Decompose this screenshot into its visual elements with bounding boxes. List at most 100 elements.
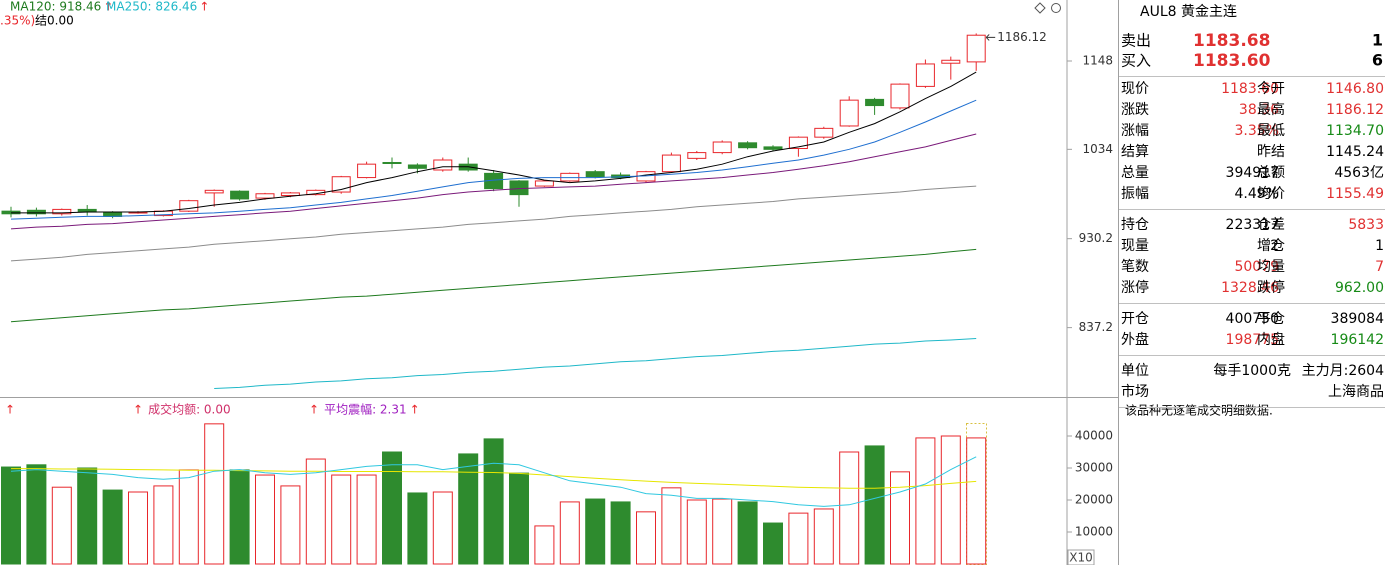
legend-arrow: ↑ <box>309 403 319 417</box>
stat-label: 涨跌 <box>1121 102 1149 118</box>
volume-bar <box>331 474 352 565</box>
stat-label: 振幅 <box>1121 186 1149 202</box>
volume-bar <box>77 467 98 565</box>
stat-label: 外盘 <box>1121 331 1149 348</box>
stat-label: 涨幅 <box>1121 123 1149 139</box>
volume-bar <box>966 437 987 565</box>
stat-value: 1186.12 <box>1326 102 1384 118</box>
stat-label: 平仓 <box>1257 311 1285 327</box>
candle-body <box>509 180 529 196</box>
stat-value: 1146.80 <box>1326 81 1384 97</box>
y-tick-label: 1148 <box>1082 54 1113 68</box>
volume-bar <box>940 435 961 565</box>
stat-label: 增仓 <box>1257 238 1285 254</box>
volume-bar <box>712 498 733 565</box>
stat-label: 持仓 <box>1121 217 1149 233</box>
candle-body <box>52 208 72 215</box>
candle-body <box>839 99 859 127</box>
volume-bar <box>229 469 250 565</box>
y-tick-label: 1034 <box>1082 142 1113 156</box>
volume-bar <box>1 466 21 565</box>
stat-label: 结算 <box>1121 144 1149 160</box>
stat-value: 400750 <box>1226 311 1279 327</box>
stat-value: 389084 <box>1331 311 1385 327</box>
candle-body <box>230 190 250 200</box>
panel-note: 该品种无逐笔成交明细数据. <box>1125 403 1273 418</box>
candle-body <box>534 180 554 187</box>
stat-label: 均量 <box>1257 259 1285 275</box>
quote-price: 1183.68 <box>1193 31 1270 51</box>
ma-line <box>10 133 977 230</box>
circle-icon[interactable] <box>1051 3 1061 13</box>
quote-panel: AUL8 黄金主连 该品种无逐笔成交明细数据. 卖出 1183.68 1 买入 1183… <box>1119 3 1385 418</box>
candle-body <box>966 34 986 63</box>
candle-body <box>890 83 910 109</box>
indicator-value: MA250: 826.46 <box>106 0 197 14</box>
volume-bar <box>458 453 479 565</box>
volume-bar <box>737 501 758 565</box>
volume-bar <box>559 501 580 565</box>
stat-label: 最低 <box>1257 123 1285 139</box>
volume-pane <box>1 423 987 565</box>
info-label: 单位 <box>1121 363 1149 379</box>
volume-bar <box>407 492 428 565</box>
indicator-value: 结0.00 <box>35 14 74 28</box>
stat-value: 1155.49 <box>1326 186 1384 202</box>
ma-line <box>11 468 977 489</box>
legend-text: 平均震幅: 2.31 <box>324 402 407 417</box>
ma-line <box>10 185 977 262</box>
volume-bar <box>636 511 656 565</box>
stat-label: 现量 <box>1121 238 1149 254</box>
stat-value: 3.35% <box>1235 123 1279 139</box>
stat-label: 总量 <box>1121 165 1149 181</box>
panel-title: AUL8 黄金主连 <box>1140 3 1237 20</box>
quote-price: 1183.60 <box>1193 51 1271 71</box>
ma-line <box>10 99 977 220</box>
volume-bar <box>915 437 936 565</box>
stat-value: 7 <box>1375 259 1384 275</box>
stat-label: 均价 <box>1257 186 1285 202</box>
volume-bar <box>153 485 174 565</box>
stat-label: 昨结 <box>1257 144 1285 160</box>
volume-bar <box>280 485 301 565</box>
volume-bar <box>661 487 682 565</box>
highlight-box <box>966 423 987 565</box>
stat-value: 1134.70 <box>1326 123 1384 139</box>
candle-body <box>661 154 681 173</box>
volume-bar <box>178 469 199 565</box>
info-value: 主力月:2604 <box>1302 363 1384 379</box>
stat-value: 4.49% <box>1235 186 1279 202</box>
candle-body <box>204 189 224 194</box>
ma-line <box>11 71 977 214</box>
candle-body <box>382 161 402 164</box>
volume-bar <box>534 525 555 565</box>
volume-bar <box>26 464 47 565</box>
stat-label: 内盘 <box>1257 331 1285 348</box>
y-tick-label: 10000 <box>1075 525 1113 539</box>
volume-bar <box>305 458 326 565</box>
candle-body <box>763 146 783 150</box>
stat-label: 现价 <box>1121 81 1149 97</box>
stat-label: 跌停 <box>1257 279 1285 296</box>
unit-box <box>1067 549 1095 565</box>
candle-body <box>255 193 275 199</box>
y-tick-label: 20000 <box>1075 493 1113 507</box>
volume-bar <box>356 474 377 565</box>
legend-arrow: ↑ <box>5 403 15 417</box>
stat-value: 4563亿 <box>1334 165 1384 181</box>
volume-bar <box>610 501 631 565</box>
candle-body <box>941 59 961 64</box>
diamond-icon[interactable] <box>1034 2 1046 14</box>
candle-body <box>712 141 732 154</box>
volume-bar <box>890 471 910 565</box>
stat-label: 仓差 <box>1257 217 1285 233</box>
volume-unit: X10 <box>1069 551 1093 565</box>
candle-body <box>179 200 199 212</box>
candle-body <box>26 209 46 215</box>
ma-line <box>214 338 977 389</box>
candle-body <box>407 164 427 169</box>
volume-bar <box>864 445 885 565</box>
stat-value: 198775 <box>1226 332 1279 348</box>
